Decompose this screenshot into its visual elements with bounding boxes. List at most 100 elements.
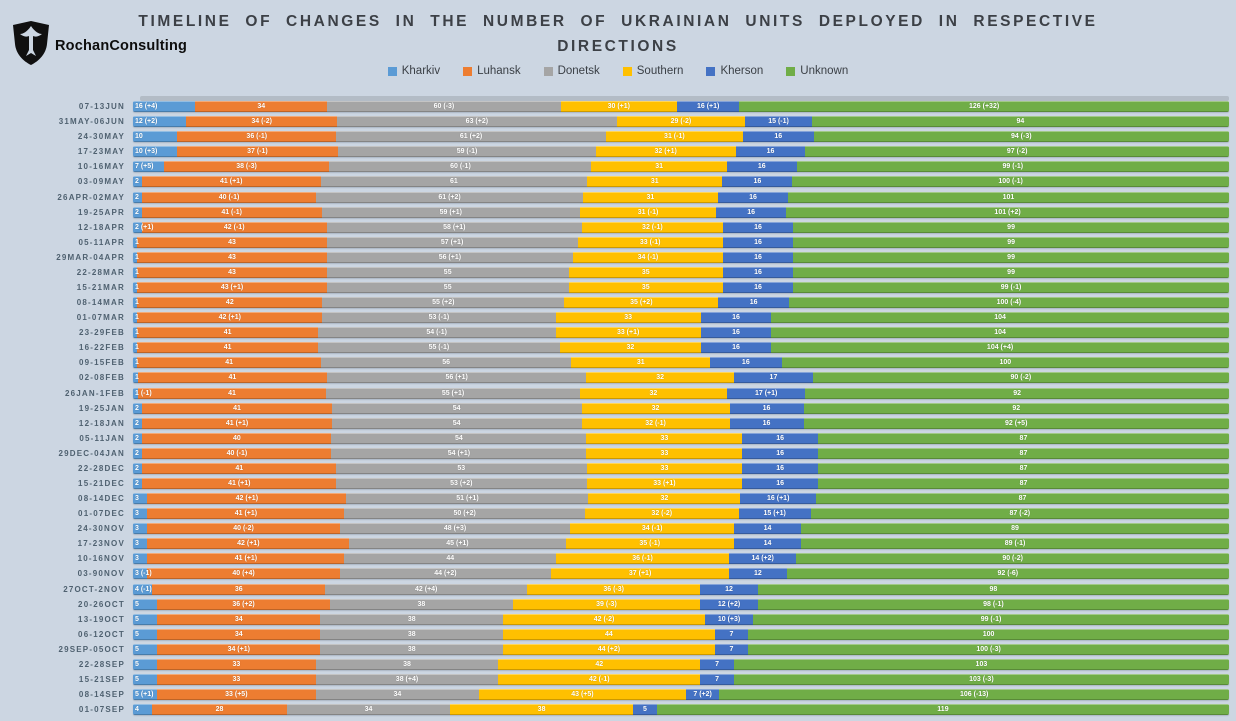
segment-kherson: 16 (+1): [740, 493, 817, 505]
segment-southern: 32: [588, 493, 741, 505]
chart-row: 06-12OCT 5 34 38 44 7 100: [0, 627, 1236, 642]
segment-unknown: 98 (-1): [757, 598, 1229, 610]
segment-value-label: 1 (-1): [135, 389, 152, 397]
segment-value-label: 4: [135, 706, 139, 714]
segment-kharkiv: 1: [133, 266, 139, 278]
segment-southern: 31 (-1): [580, 206, 717, 218]
segment-value-label: 16: [754, 223, 762, 231]
segment-value-label: 40: [233, 434, 241, 442]
segment-kherson: 16: [700, 327, 772, 339]
segment-donetsk: 38: [330, 598, 513, 610]
segment-value-label: 99: [1007, 253, 1015, 261]
segment-value-label: 35: [641, 268, 650, 276]
row-date-label: 22-28SEP: [78, 659, 125, 669]
segment-kharkiv: 5: [133, 643, 158, 655]
segment-value-label: 41 (+1): [228, 479, 251, 487]
chart-row: 13-19OCT 5 34 38 42 (-2) 10 (+3) 99 (-1): [0, 612, 1236, 627]
segment-luhansk: 34: [157, 613, 321, 625]
segment-value-label: 5: [135, 600, 139, 608]
stacked-bar: 2 41 (+1) 54 32 (-1) 16 92 (+5): [133, 417, 1229, 429]
segment-kharkiv: 3: [133, 553, 148, 565]
segment-value-label: 33: [232, 660, 241, 668]
segment-luhansk: 41 (+1): [142, 417, 332, 429]
segment-donetsk: 54: [331, 432, 587, 444]
segment-value-label: 2: [135, 404, 139, 412]
segment-kherson: 7: [700, 658, 734, 670]
segment-value-label: 2: [135, 464, 139, 472]
segment-kherson: 16: [735, 146, 806, 158]
segment-value-label: 92 (+5): [1005, 419, 1028, 427]
segment-unknown: 104: [771, 327, 1229, 339]
segment-value-label: 36 (-1): [246, 133, 268, 141]
stacked-bar: 1 42 (+1) 53 (-1) 33 16 104: [133, 312, 1229, 324]
segment-value-label: 56 (+1): [438, 253, 462, 261]
segment-luhansk: 41 (+1): [147, 553, 345, 565]
chart-row: 29SEP-05OCT 5 34 (+1) 38 44 (+2) 7 100 (-3): [0, 642, 1236, 657]
segment-unknown: 89 (-1): [801, 538, 1229, 550]
stacked-bar: 3 (-1) 40 (+4) 44 (+2) 37 (+1) 12 92 (-6): [133, 568, 1229, 580]
segment-value-label: 40 (-2): [233, 525, 254, 533]
stacked-bar: 2 40 (-1) 61 (+2) 31 16 101: [133, 191, 1229, 203]
segment-value-label: 33: [232, 676, 241, 683]
stacked-bar: 2 41 (-1) 59 (+1) 31 (-1) 16 101 (+2): [133, 206, 1229, 218]
row-date-label: 22-28MAR: [76, 267, 125, 277]
segment-value-label: 33: [660, 449, 669, 457]
segment-kherson: 12: [700, 583, 758, 595]
segment-southern: 34 (-1): [573, 251, 723, 263]
segment-value-label: 29 (-2): [670, 118, 692, 126]
segment-value-label: 33 (+1): [653, 479, 676, 487]
segment-luhansk: 28: [152, 704, 287, 716]
segment-value-label: 57 (+1): [440, 238, 464, 246]
segment-value-label: 10: [135, 133, 143, 141]
stacked-bar: 1 43 56 (+1) 34 (-1) 16 99: [133, 251, 1229, 263]
segment-luhansk: 43: [137, 266, 327, 278]
legend-item-southern: Southern: [622, 65, 683, 77]
segment-value-label: 41: [223, 329, 232, 337]
chart-row: 22-28MAR 1 43 55 35 16 99: [0, 265, 1236, 280]
segment-value-label: 3: [135, 555, 139, 563]
segment-luhansk: 42 (-1): [141, 221, 327, 233]
segment-kharkiv: 2: [133, 206, 142, 218]
segment-southern: 32 (-1): [581, 221, 723, 233]
segment-donetsk: 56 (+1): [327, 372, 587, 384]
segment-donetsk: 55 (+2): [322, 297, 565, 309]
segment-kharkiv: 1: [133, 251, 139, 263]
segment-unknown: 100 (-4): [788, 297, 1229, 309]
segment-value-label: 2: [135, 208, 139, 216]
segment-kherson: 16: [722, 176, 793, 188]
segment-luhansk: 41: [142, 402, 332, 414]
segment-value-label: 100 (-4): [996, 299, 1022, 307]
segment-value-label: 41 (-1): [221, 208, 242, 216]
segment-value-label: 38: [537, 706, 546, 714]
row-date-label: 08-14MAR: [76, 298, 125, 308]
segment-luhansk: 43: [137, 251, 327, 263]
segment-value-label: 41 (+1): [225, 419, 249, 427]
segment-kherson: 16 (+1): [677, 101, 740, 113]
segment-value-label: 35 (+2): [630, 299, 653, 307]
segment-value-label: 5: [135, 645, 139, 653]
segment-value-label: 59 (-1): [456, 148, 478, 156]
segment-value-label: 32: [651, 404, 660, 412]
segment-kharkiv: 2: [133, 417, 143, 429]
chart-row: 15-21MAR 1 43 (+1) 55 35 16 99 (-1): [0, 280, 1236, 295]
legend-item-donetsk: Donetsk: [543, 65, 600, 77]
segment-southern: 31: [582, 191, 719, 203]
segment-unknown: 99: [793, 221, 1229, 233]
stacked-bar: 1 41 54 (-1) 33 (+1) 16 104: [133, 327, 1229, 339]
segment-southern: 44 (+2): [503, 643, 715, 655]
segment-value-label: 16: [747, 208, 755, 216]
segment-luhansk: 41: [137, 327, 318, 339]
segment-unknown: 101 (+2): [786, 206, 1229, 218]
segment-southern: 29 (-2): [616, 116, 746, 128]
segment-kherson: 7 (+2): [685, 689, 720, 701]
segment-donetsk: 50 (+2): [344, 508, 585, 520]
segment-value-label: 32: [656, 374, 665, 382]
row-date-label: 08-14SEP: [78, 690, 125, 700]
segment-southern: 39 (-3): [512, 598, 701, 610]
segment-donetsk: 61 (+2): [336, 131, 606, 143]
segment-unknown: 100 (-1): [792, 176, 1229, 188]
row-date-label: 01-07SEP: [78, 705, 125, 715]
segment-unknown: 99: [793, 251, 1229, 263]
segment-luhansk: 34 (+1): [157, 643, 321, 655]
segment-luhansk: 40 (-1): [141, 191, 317, 203]
